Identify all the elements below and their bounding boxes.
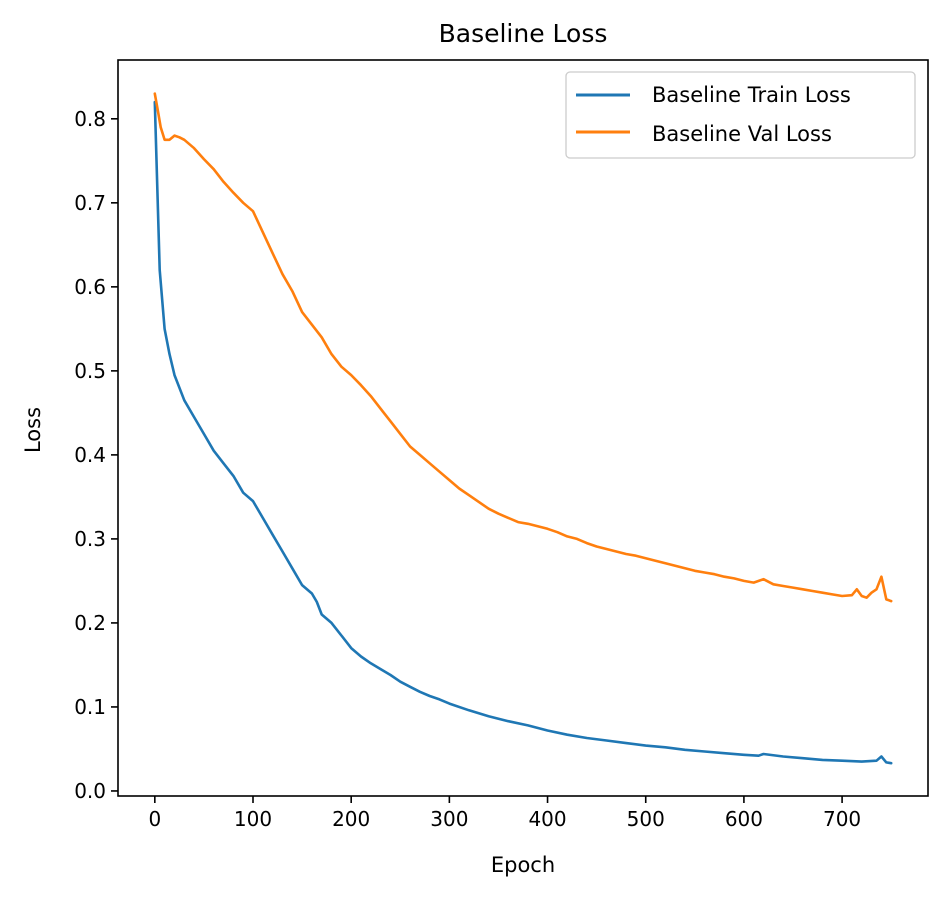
x-tick-label: 0 [148, 807, 161, 831]
x-tick-label: 500 [627, 807, 665, 831]
y-tick-label: 0.5 [74, 359, 106, 383]
y-tick-label: 0.7 [74, 191, 106, 215]
axes-frame [117, 59, 929, 797]
y-tick-label: 0.0 [74, 779, 106, 803]
legend-box [565, 71, 916, 159]
series-layer [153, 92, 893, 765]
train-loss-line [153, 100, 893, 765]
y-tick-label: 0.4 [74, 443, 106, 467]
y-axis-label: Loss [21, 407, 45, 453]
legend-train-label: Baseline Train Loss [652, 83, 851, 107]
plot-area: 0 100 200 300 400 500 600 700 0.00.10.20.30.40.… [74, 59, 929, 831]
y-tick-label: 0.3 [74, 527, 106, 551]
legend: Baseline Train Loss Baseline Val Loss [565, 71, 916, 159]
x-tick-label: 300 [430, 807, 468, 831]
x-axis-ticks: 0 100 200 300 400 500 600 700 [148, 796, 861, 831]
y-tick-label: 0.6 [74, 275, 106, 299]
x-tick-label: 600 [725, 807, 763, 831]
x-axis-label: Epoch [491, 853, 555, 877]
x-tick-label: 100 [234, 807, 272, 831]
y-tick-label: 0.8 [74, 107, 106, 131]
y-tick-label: 0.1 [74, 695, 106, 719]
x-tick-label: 700 [823, 807, 861, 831]
val-loss-line [153, 92, 893, 603]
chart-title: Baseline Loss [439, 19, 608, 48]
y-axis-ticks: 0.0 0.1 0.2 0.3 0.4 0.5 0.6 0.7 0.8 [74, 107, 118, 803]
x-tick-label: 400 [528, 807, 566, 831]
x-tick-label: 200 [332, 807, 370, 831]
y-tick-label: 0.2 [74, 611, 106, 635]
legend-val-label: Baseline Val Loss [652, 122, 832, 146]
